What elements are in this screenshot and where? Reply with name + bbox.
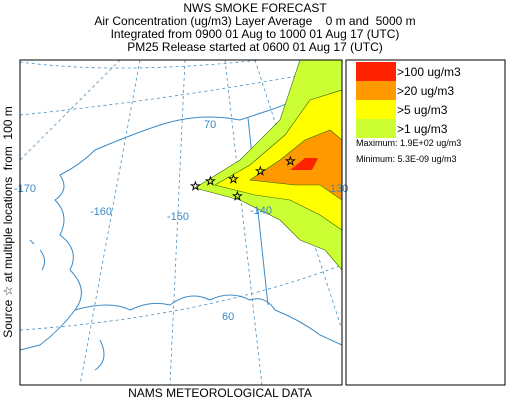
coastline xyxy=(29,239,105,371)
map-frame xyxy=(19,59,343,386)
lon-label: -160 xyxy=(90,206,112,218)
svg-text:☆: ☆ xyxy=(190,179,201,193)
coastline xyxy=(74,294,342,346)
maximum: Maximum: 1.9E+02 ug/m3 xyxy=(356,138,461,148)
lon-label: -150 xyxy=(167,211,189,223)
svg-text:☆: ☆ xyxy=(232,189,243,203)
grid-line xyxy=(169,60,186,385)
minimum: Minimum: 5.3E-09 ug/m3 xyxy=(356,154,457,164)
grid-line xyxy=(224,60,263,385)
legend: >100 ug/m3 >20 ug/m3 >5 ug/m3 >1 ug/m3 xyxy=(356,62,461,138)
legend-frame xyxy=(345,59,506,386)
grid-line xyxy=(20,264,342,331)
legend-swatch xyxy=(356,119,396,138)
footer: NAMS METEOROLOGICAL DATA xyxy=(128,386,312,400)
lon-label: -140 xyxy=(250,205,272,217)
lat-label: 60 xyxy=(222,311,234,323)
legend-label: >5 ug/m3 xyxy=(397,103,448,117)
svg-text:☆: ☆ xyxy=(285,154,296,168)
lon-label: -170 xyxy=(14,183,36,195)
plume-20 xyxy=(249,129,342,201)
grid-line xyxy=(254,60,342,331)
coastline xyxy=(20,149,96,351)
map: ☆ ☆ ☆ ☆ ☆ ☆ -170 -160 -150 -140 130 70 60 xyxy=(14,59,348,386)
svg-text:☆: ☆ xyxy=(255,164,266,178)
plume-5 xyxy=(214,89,342,231)
svg-text:☆: ☆ xyxy=(228,172,239,186)
legend-label: >1 ug/m3 xyxy=(397,122,448,136)
grid-line xyxy=(20,67,342,116)
subtitle: Air Concentration (ug/m3) Layer Average … xyxy=(94,14,415,28)
title: NWS SMOKE FORECAST xyxy=(183,1,327,15)
plume-100 xyxy=(290,158,318,170)
legend-swatch xyxy=(356,62,396,81)
lat-label: 70 xyxy=(204,119,216,131)
legend-swatch xyxy=(356,81,396,100)
lon-label: 130 xyxy=(330,183,348,195)
legend-label: >100 ug/m3 xyxy=(397,65,461,79)
grid-line xyxy=(20,60,261,69)
subtitle: PM25 Release started at 0600 01 Aug 17 (… xyxy=(127,40,382,54)
subtitle: Integrated from 0900 01 Aug to 1000 01 A… xyxy=(111,27,400,41)
legend-swatch xyxy=(356,100,396,119)
svg-text:☆: ☆ xyxy=(205,174,216,188)
grid-line xyxy=(79,60,141,385)
side-label: Source ☆ at multiple locations from 100 … xyxy=(1,106,15,338)
legend-label: >20 ug/m3 xyxy=(397,84,454,98)
